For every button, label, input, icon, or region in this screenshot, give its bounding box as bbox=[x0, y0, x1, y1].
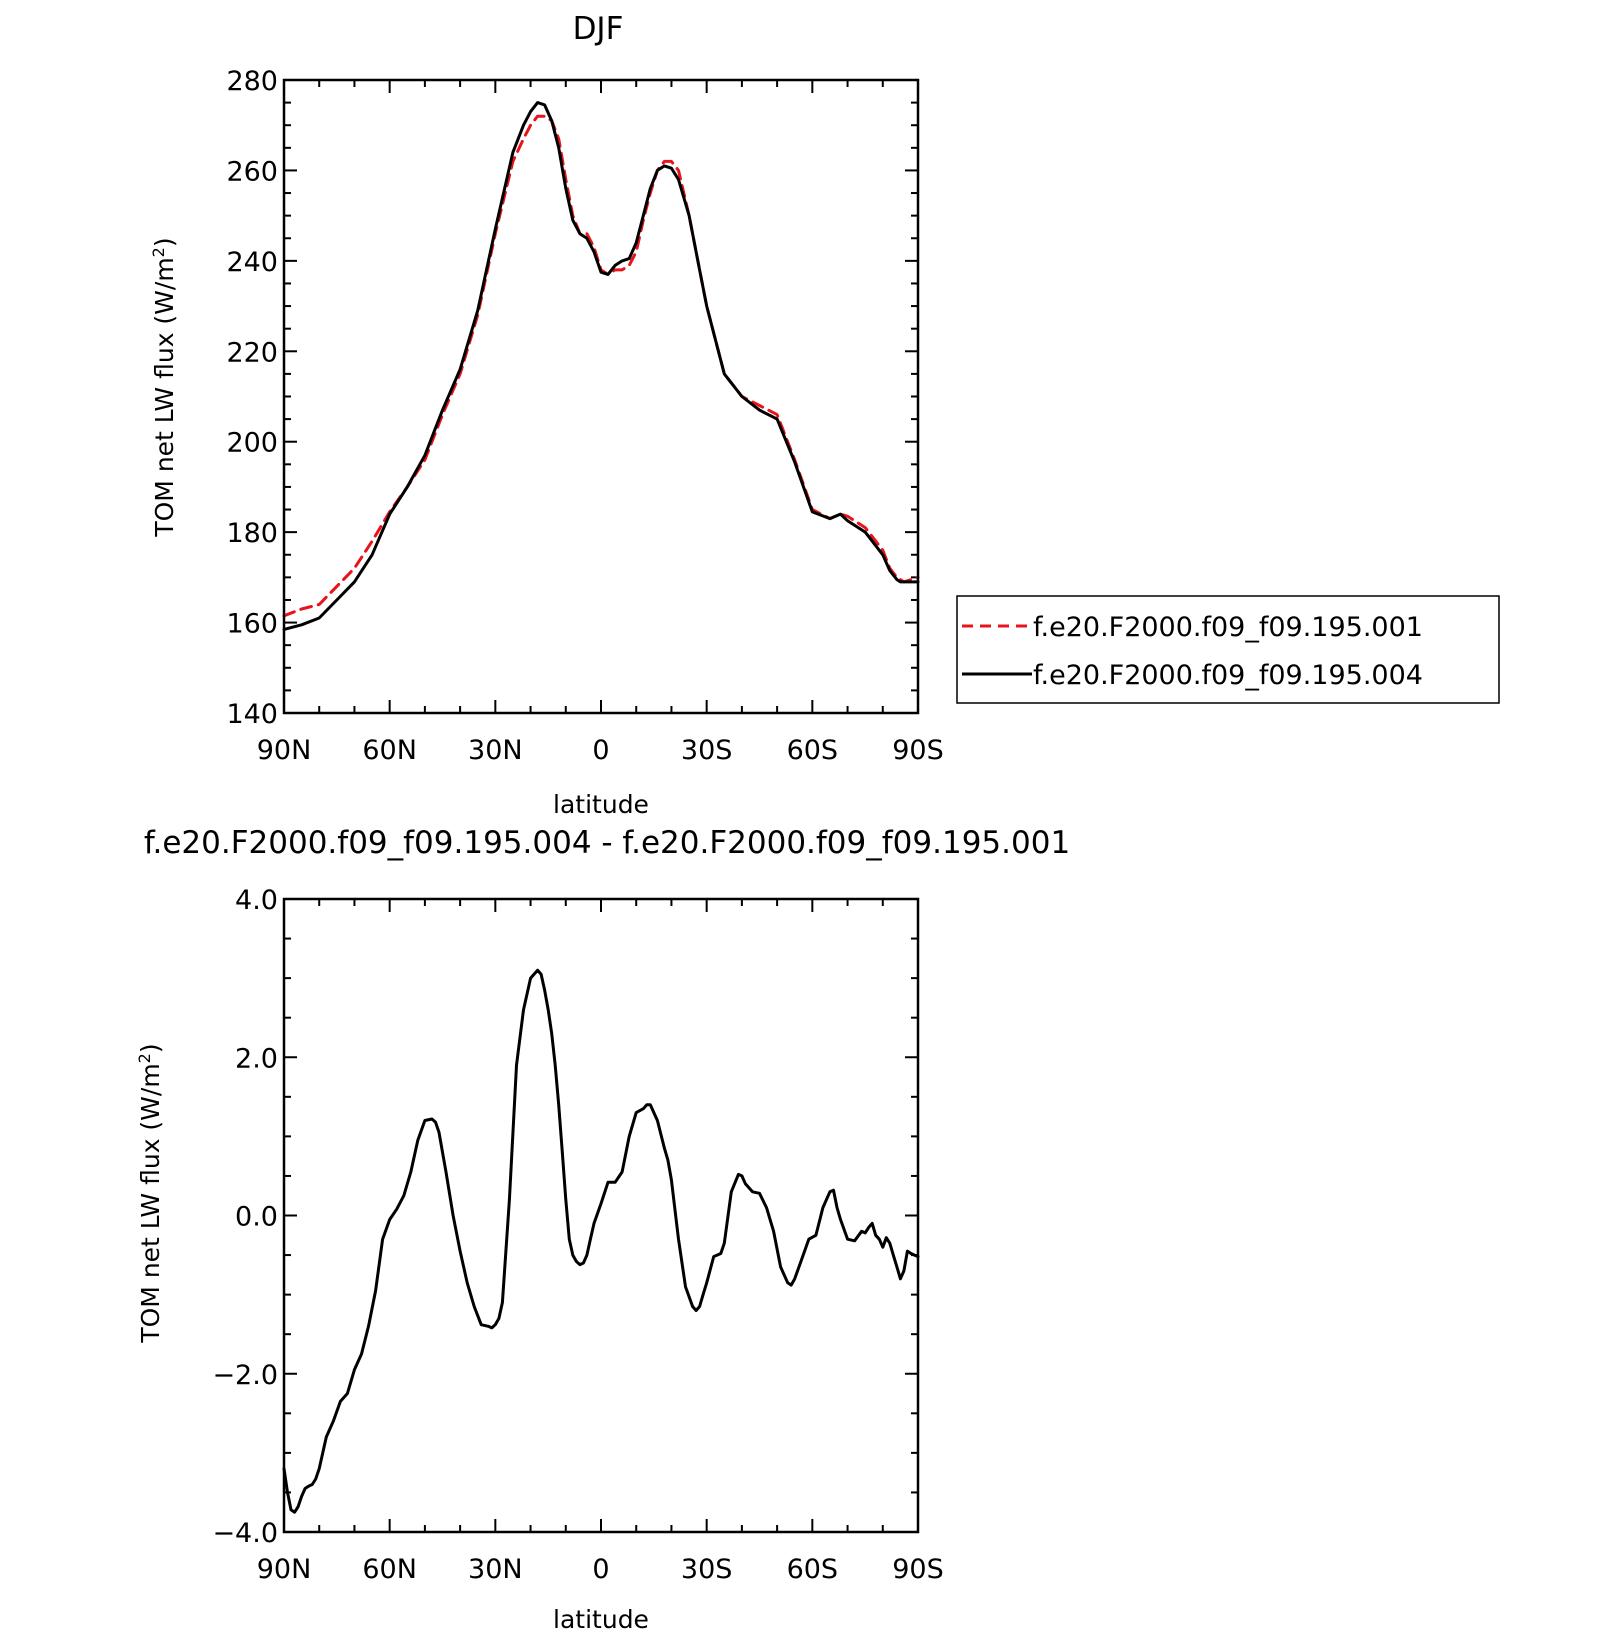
y-tick-label: −2.0 bbox=[212, 1360, 278, 1391]
y-tick-label: 200 bbox=[226, 428, 278, 459]
x-tick-label: 30S bbox=[681, 735, 733, 766]
y-tick-label: 240 bbox=[226, 247, 278, 278]
top-panel: DJF 90N 60N 30N 0 30S 60S 90S 140 160 180 200 220 24… bbox=[149, 11, 944, 819]
bottom-y-axis-label: TOM net LW flux (W/m2) bbox=[135, 1043, 166, 1343]
y-tick-label: 140 bbox=[226, 699, 278, 730]
bottom-tick-labels: 90N 60N 30N 0 30S 60S 90S −4.0 −2.0 0.0 2.0 4.0 bbox=[212, 885, 943, 1585]
bottom-axis-ticks bbox=[283, 898, 919, 1533]
x-tick-label: 90N bbox=[257, 1554, 312, 1585]
x-tick-label: 90S bbox=[892, 735, 944, 766]
x-tick-label: 60N bbox=[362, 735, 417, 766]
x-tick-label: 30S bbox=[681, 1554, 733, 1585]
y-tick-label: 2.0 bbox=[235, 1043, 278, 1074]
y-tick-label: 0.0 bbox=[235, 1202, 278, 1233]
y-tick-label: 280 bbox=[226, 66, 278, 97]
bottom-chart-title: f.e20.F2000.f09_f09.195.004 - f.e20.F200… bbox=[144, 825, 1070, 861]
y-tick-label: 4.0 bbox=[235, 885, 278, 916]
y-tick-label: 260 bbox=[226, 156, 278, 187]
bottom-panel: f.e20.F2000.f09_f09.195.004 - f.e20.F200… bbox=[135, 825, 1071, 1634]
x-tick-label: 0 bbox=[592, 1554, 609, 1585]
legend-box bbox=[956, 595, 1500, 704]
x-tick-label: 30N bbox=[468, 1554, 523, 1585]
top-axis-ticks bbox=[283, 79, 919, 714]
x-tick-label: 30N bbox=[468, 735, 523, 766]
y-tick-label: −4.0 bbox=[212, 1518, 278, 1549]
bottom-series-line-1 bbox=[282, 968, 920, 1514]
x-tick-label: 60S bbox=[787, 735, 839, 766]
x-tick-label: 90S bbox=[892, 1554, 944, 1585]
top-chart-title: DJF bbox=[573, 11, 624, 47]
x-tick-label: 60N bbox=[362, 1554, 417, 1585]
top-plot-frame bbox=[282, 78, 920, 715]
bottom-series-group bbox=[282, 968, 920, 1514]
y-tick-label: 180 bbox=[226, 518, 278, 549]
bottom-x-axis-label: latitude bbox=[553, 1605, 649, 1634]
x-tick-label: 60S bbox=[787, 1554, 839, 1585]
top-x-axis-label: latitude bbox=[553, 790, 649, 819]
top-y-axis-label: TOM net LW flux (W/m2) bbox=[149, 237, 180, 537]
legend-entry-series-1: f.e20.F2000.f09_f09.195.001 bbox=[1033, 612, 1423, 643]
bottom-plot-frame bbox=[282, 897, 920, 1534]
top-series-line-2 bbox=[282, 101, 920, 631]
legend-entry-series-2: f.e20.F2000.f09_f09.195.004 bbox=[1033, 660, 1423, 691]
x-tick-label: 0 bbox=[592, 735, 609, 766]
top-series-group bbox=[282, 101, 920, 631]
x-tick-label: 90N bbox=[257, 735, 312, 766]
y-tick-label: 160 bbox=[226, 609, 278, 640]
top-tick-labels: 90N 60N 30N 0 30S 60S 90S 140 160 180 200 220 240 260… bbox=[226, 66, 943, 766]
legend: f.e20.F2000.f09_f09.195.001 f.e20.F2000.… bbox=[956, 595, 1500, 704]
y-tick-label: 220 bbox=[226, 337, 278, 368]
